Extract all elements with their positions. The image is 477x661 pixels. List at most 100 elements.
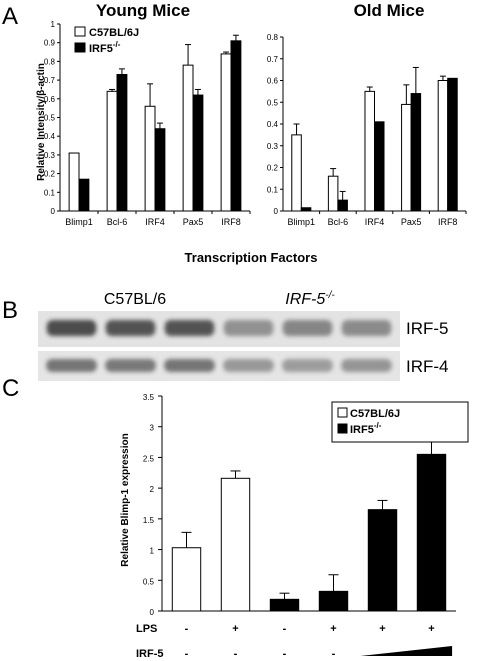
- young-ytick-label: 0.4: [44, 132, 56, 141]
- c-legend: C57BL/6J IRF5-/-: [331, 401, 469, 443]
- legend-swatch-c57: [74, 26, 86, 37]
- young-bar-c57: [144, 105, 156, 212]
- young-bar-c57: [182, 64, 194, 212]
- blot-group-c57: C57BL/6: [104, 291, 166, 308]
- young-ytick-label: 0.9: [44, 39, 56, 48]
- old-ytick-label: 0.6: [267, 77, 279, 86]
- old-bar-irf5: [410, 93, 422, 212]
- blot-row-label-irf5: IRF-5: [406, 319, 449, 338]
- c-bar: [269, 598, 300, 612]
- young-ytick-label: 0.3: [44, 151, 56, 160]
- young-category-label: Blimp1: [65, 217, 93, 227]
- blot-band-irf5: [341, 320, 392, 336]
- young-bar-irf5: [192, 94, 204, 212]
- old-category-label: Bcl-6: [328, 217, 349, 227]
- young-y-axis-label: Relative Intensity/β-actin: [36, 63, 47, 181]
- young-ytick-label: 0.1: [44, 188, 56, 197]
- irf5-condition: -: [283, 648, 287, 660]
- blot-band-irf4: [46, 359, 97, 372]
- lps-row-label: LPS: [136, 623, 157, 635]
- young-ytick-label: 0.2: [44, 170, 56, 179]
- irf5-row-label: IRF-5: [136, 648, 164, 660]
- young-bar-c57: [68, 152, 80, 212]
- blot-band-irf4: [223, 359, 274, 372]
- young-ytick-label: 0.8: [44, 57, 56, 66]
- old-bar-irf5: [337, 199, 348, 212]
- old-category-label: Blimp1: [288, 217, 316, 227]
- old-bar-c57: [327, 175, 339, 212]
- lps-condition: +: [379, 623, 385, 635]
- old-bar-irf5: [300, 207, 312, 212]
- young-bar-irf5: [154, 128, 166, 212]
- old-ytick-label: 0.3: [267, 142, 279, 151]
- blot-row2-background: [38, 351, 400, 381]
- old-category-label: Pax5: [401, 217, 422, 227]
- c-bar: [171, 547, 202, 612]
- blot-band-irf4: [164, 359, 215, 372]
- c-ytick-label: 1.5: [143, 516, 155, 525]
- young-category-label: Bcl-6: [107, 217, 128, 227]
- blot-row1-background: [38, 311, 400, 347]
- young-ytick-label: 1: [51, 20, 56, 29]
- blot-row-label-irf4: IRF-4: [406, 357, 449, 376]
- irf5-condition: -: [332, 648, 336, 660]
- old-ytick-label: 0.2: [267, 164, 279, 173]
- c-y-axis-label: Relative Blimp-1 expression: [120, 433, 131, 566]
- blot-band-irf4: [105, 359, 156, 372]
- old-mice-title: Old Mice: [354, 1, 425, 20]
- c-bar: [367, 509, 398, 612]
- young-mice-chart: 0 0.1 0.2 0.3 0.4 0.5 0.6 0.7 0.8 0.9 1 Blimp1 Bcl-6…: [44, 20, 251, 227]
- panel-label-b: B: [2, 297, 18, 324]
- blot-band-irf5: [282, 320, 333, 336]
- young-bar-irf5: [116, 73, 128, 212]
- c-bar: [318, 590, 349, 612]
- old-category-label: IRF8: [438, 217, 458, 227]
- c-ytick-label: 2.5: [143, 454, 155, 463]
- c-legend-box: [331, 401, 469, 443]
- lps-condition: +: [232, 623, 238, 635]
- lps-condition: -: [185, 623, 189, 635]
- irf5-condition: -: [234, 648, 238, 660]
- c-legend-label-c57: C57BL/6J: [350, 408, 400, 420]
- blot-group-irf5: IRF-5-/-: [285, 290, 335, 308]
- blot-band-irf5: [164, 320, 215, 336]
- lps-condition: +: [330, 623, 336, 635]
- irf5-condition: -: [185, 648, 189, 660]
- young-ytick-label: 0.5: [44, 114, 56, 123]
- western-blot: [38, 311, 400, 381]
- young-category-label: IRF8: [221, 217, 241, 227]
- old-bar-irf5: [374, 121, 385, 212]
- panel-label-c: C: [2, 375, 19, 402]
- young-legend: C57BL/6J IRF5-/-: [74, 26, 139, 55]
- young-ytick-label: 0.7: [44, 76, 56, 85]
- blot-band-irf5: [223, 320, 274, 336]
- c-ytick-label: 3: [150, 424, 155, 433]
- old-ytick-label: 0: [274, 207, 279, 216]
- old-ytick-label: 0.4: [267, 120, 279, 129]
- old-ytick-label: 0.8: [267, 33, 279, 42]
- young-bar-irf5: [78, 178, 90, 212]
- young-bar-c57: [106, 90, 118, 212]
- blot-band-irf4: [341, 359, 392, 372]
- legend-label-c57: C57BL/6J: [89, 27, 139, 39]
- old-bar-irf5: [447, 77, 458, 212]
- old-ytick-label: 0.1: [267, 185, 279, 194]
- c-ytick-label: 3.5: [143, 393, 155, 402]
- blot-band-irf5: [105, 320, 156, 336]
- c-ytick-label: 1: [150, 547, 155, 556]
- irf5-dose-ramp: [360, 646, 453, 656]
- young-category-label: IRF4: [145, 217, 165, 227]
- old-bar-c57: [291, 134, 302, 212]
- legend-swatch-irf5: [74, 42, 86, 53]
- young-ytick-label: 0.6: [44, 95, 56, 104]
- c-bar: [220, 477, 251, 612]
- old-ytick-label: 0.5: [267, 98, 279, 107]
- c-legend-swatch-irf5: [337, 423, 348, 434]
- old-bar-c57: [401, 103, 412, 212]
- old-bar-c57: [364, 90, 376, 212]
- young-category-label: Pax5: [183, 217, 204, 227]
- legend-label-irf5: IRF5-/-: [89, 40, 121, 55]
- c-ytick-label: 2: [150, 485, 155, 494]
- old-mice-chart: 0 0.1 0.2 0.3 0.4 0.5 0.6 0.7 0.8 Blimp1 Bcl-6 IRF4…: [267, 33, 467, 227]
- x-axis-label: Transcription Factors: [185, 250, 318, 265]
